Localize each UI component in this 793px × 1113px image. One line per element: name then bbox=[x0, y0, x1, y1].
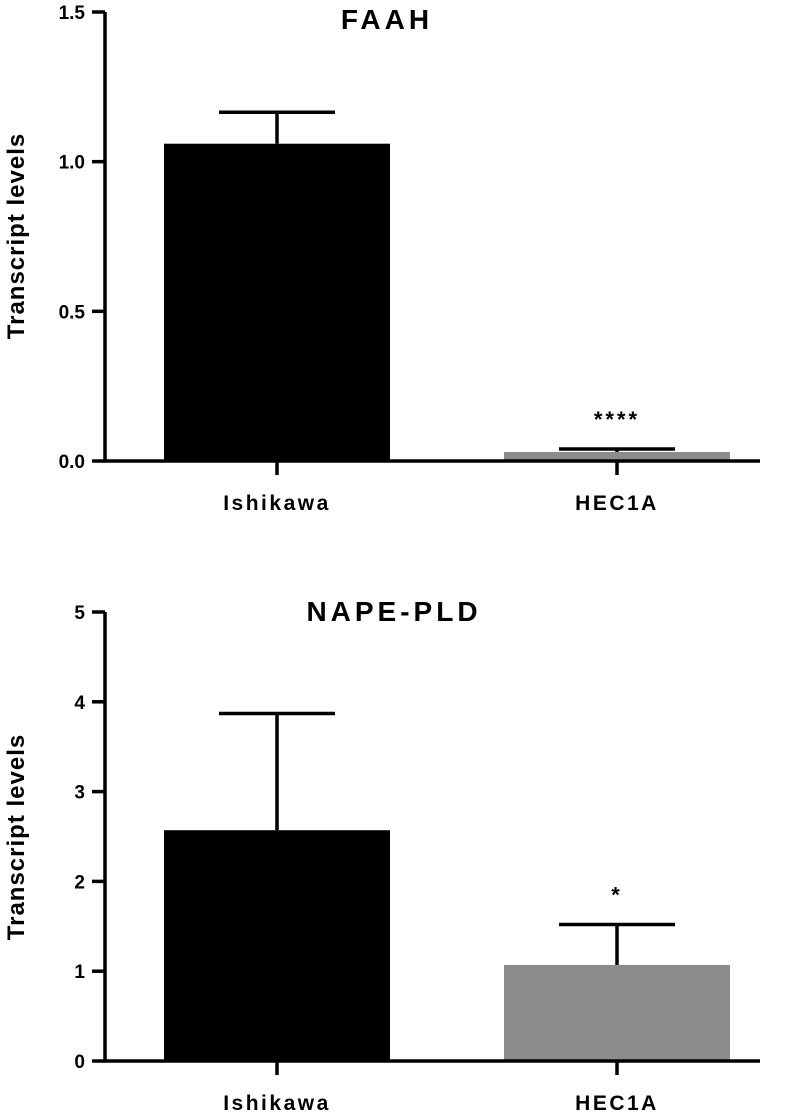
nape-pld-chart-panel: NAPE-PLD Transcript levels * 0 1 2 3 4 5 Ishika… bbox=[3, 596, 760, 1113]
y-tick-label: 2 bbox=[74, 872, 85, 893]
y-tick-label: 0 bbox=[74, 1052, 85, 1073]
bar-ishikawa bbox=[164, 830, 390, 1061]
faah-chart-panel: FAAH Transcript levels **** 0.0 0.5 1.0 1.5 I… bbox=[3, 3, 760, 515]
y-tick-label: 1 bbox=[74, 962, 85, 983]
y-axis-label: Transcript levels bbox=[3, 734, 30, 940]
x-tick-label: Ishikawa bbox=[223, 1092, 331, 1113]
y-tick-label: 1.5 bbox=[59, 3, 86, 24]
y-tick-label: 0.5 bbox=[59, 302, 86, 323]
bar-hec1a bbox=[504, 964, 730, 1061]
x-tick-label: HEC1A bbox=[575, 492, 659, 515]
y-tick-label: 0.0 bbox=[59, 452, 85, 473]
y-axis-label: Transcript levels bbox=[3, 133, 30, 339]
y-tick-label: 5 bbox=[74, 603, 85, 624]
x-tick-label: HEC1A bbox=[575, 1092, 659, 1113]
bar-hec1a bbox=[504, 452, 730, 461]
y-tick-label: 4 bbox=[74, 693, 85, 714]
x-tick-label: Ishikawa bbox=[223, 492, 331, 515]
significance-marker: **** bbox=[594, 407, 640, 432]
chart-title: NAPE-PLD bbox=[306, 596, 481, 627]
significance-marker: * bbox=[611, 883, 623, 908]
chart-title: FAAH bbox=[341, 4, 433, 35]
bar-ishikawa bbox=[164, 143, 390, 461]
y-tick-label: 1.0 bbox=[59, 153, 85, 174]
y-tick-label: 3 bbox=[74, 783, 85, 804]
